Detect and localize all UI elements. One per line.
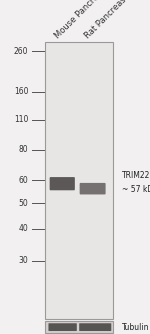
Text: 110: 110 (14, 116, 28, 125)
Text: 60: 60 (19, 176, 28, 185)
Text: 160: 160 (14, 87, 28, 96)
Text: TRIM22: TRIM22 (122, 171, 150, 180)
Text: 80: 80 (19, 145, 28, 154)
Text: 50: 50 (19, 199, 28, 208)
FancyBboxPatch shape (45, 321, 112, 333)
FancyBboxPatch shape (50, 177, 75, 190)
FancyBboxPatch shape (48, 323, 77, 331)
FancyBboxPatch shape (79, 323, 111, 331)
Text: ~ 57 kDa: ~ 57 kDa (122, 185, 150, 194)
Text: 30: 30 (19, 256, 28, 265)
Text: Rat Pancreas: Rat Pancreas (83, 0, 128, 40)
Text: 40: 40 (19, 224, 28, 233)
Text: Tubulin: Tubulin (122, 323, 149, 332)
FancyBboxPatch shape (45, 42, 112, 319)
Text: Mouse Pancreas: Mouse Pancreas (53, 0, 107, 40)
FancyBboxPatch shape (80, 183, 106, 194)
Text: 260: 260 (14, 47, 28, 56)
